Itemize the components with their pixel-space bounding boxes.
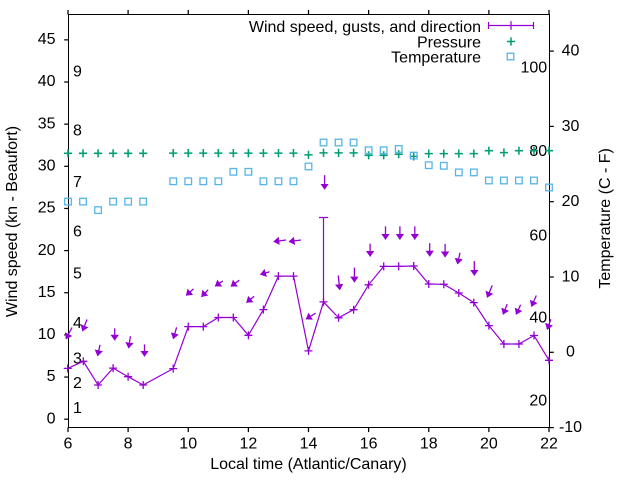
svg-text:-10: -10 bbox=[559, 419, 582, 436]
svg-text:0: 0 bbox=[47, 410, 56, 427]
svg-text:10: 10 bbox=[38, 326, 56, 343]
svg-text:5: 5 bbox=[73, 266, 82, 283]
svg-text:Wind speed (kn - Beaufort): Wind speed (kn - Beaufort) bbox=[4, 126, 21, 317]
svg-text:Temperature: Temperature bbox=[391, 50, 481, 67]
svg-text:8: 8 bbox=[124, 435, 133, 452]
svg-text:40: 40 bbox=[38, 73, 56, 90]
svg-text:6: 6 bbox=[64, 435, 73, 452]
svg-text:20: 20 bbox=[562, 193, 580, 210]
svg-text:9: 9 bbox=[73, 64, 82, 81]
svg-text:16: 16 bbox=[360, 435, 378, 452]
svg-text:20: 20 bbox=[38, 242, 56, 259]
svg-text:Local time (Atlantic/Canary): Local time (Atlantic/Canary) bbox=[210, 456, 407, 473]
svg-text:20: 20 bbox=[480, 435, 498, 452]
svg-text:10: 10 bbox=[562, 268, 580, 285]
svg-text:80: 80 bbox=[529, 143, 547, 160]
svg-text:15: 15 bbox=[38, 284, 56, 301]
svg-text:60: 60 bbox=[529, 228, 547, 245]
svg-text:22: 22 bbox=[540, 435, 558, 452]
svg-text:12: 12 bbox=[240, 435, 258, 452]
svg-text:4: 4 bbox=[73, 315, 82, 332]
svg-text:3: 3 bbox=[73, 351, 82, 368]
svg-text:18: 18 bbox=[420, 435, 438, 452]
svg-text:40: 40 bbox=[529, 310, 547, 327]
svg-text:5: 5 bbox=[47, 368, 56, 385]
svg-text:2: 2 bbox=[73, 375, 82, 392]
svg-text:Wind speed, gusts, and directi: Wind speed, gusts, and direction bbox=[249, 19, 481, 36]
svg-text:8: 8 bbox=[73, 123, 82, 140]
svg-text:1: 1 bbox=[73, 400, 82, 417]
svg-text:30: 30 bbox=[38, 158, 56, 175]
svg-text:45: 45 bbox=[38, 31, 56, 48]
svg-text:100: 100 bbox=[520, 60, 547, 77]
svg-text:25: 25 bbox=[38, 200, 56, 217]
svg-text:40: 40 bbox=[562, 43, 580, 60]
svg-text:35: 35 bbox=[38, 115, 56, 132]
svg-text:Pressure: Pressure bbox=[417, 34, 481, 51]
svg-text:10: 10 bbox=[179, 435, 197, 452]
svg-text:0: 0 bbox=[566, 344, 575, 361]
svg-text:Temperature (C - F): Temperature (C - F) bbox=[597, 148, 614, 288]
svg-text:7: 7 bbox=[73, 174, 82, 191]
svg-text:20: 20 bbox=[529, 393, 547, 410]
svg-text:14: 14 bbox=[300, 435, 318, 452]
svg-text:6: 6 bbox=[73, 224, 82, 241]
svg-text:30: 30 bbox=[562, 118, 580, 135]
